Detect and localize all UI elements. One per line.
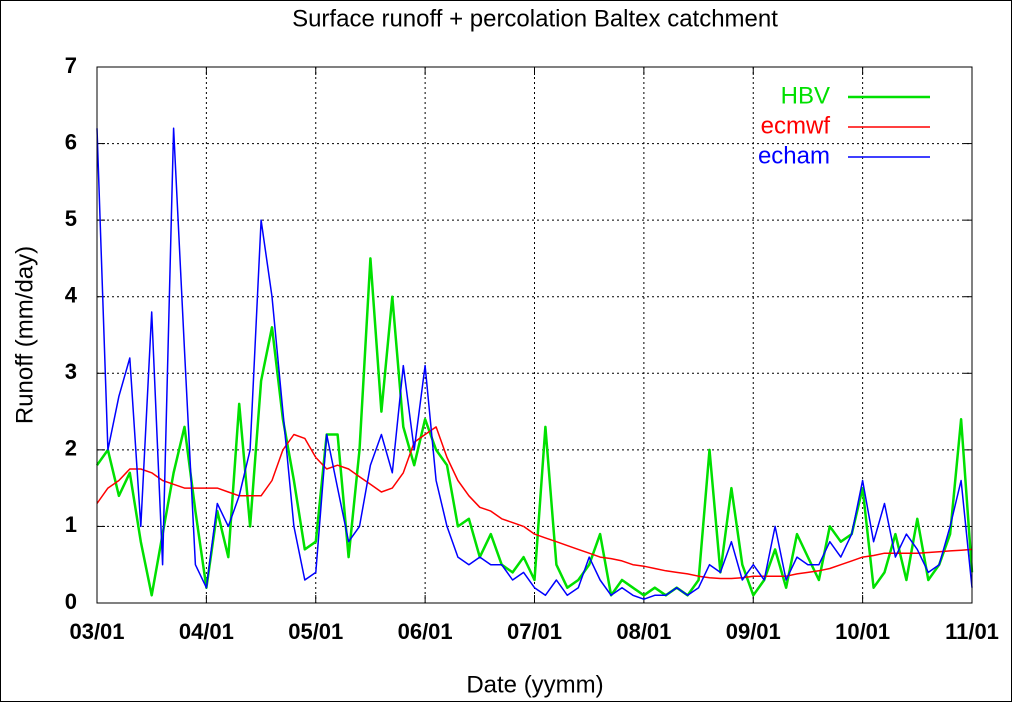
- y-tick-label: 7: [65, 53, 77, 78]
- data-line: [96, 127, 973, 600]
- x-tick-label: 10/01: [835, 619, 890, 644]
- x-tick-label: 06/01: [398, 619, 453, 644]
- legend-label: echam: [758, 142, 830, 169]
- y-tick-label: 0: [65, 589, 77, 614]
- x-tick-label: 03/01: [69, 619, 124, 644]
- x-tick-label: 05/01: [288, 619, 343, 644]
- x-tick-label: 07/01: [507, 619, 562, 644]
- x-tick-label: 04/01: [179, 619, 234, 644]
- plot-border: [96, 66, 973, 604]
- y-tick-label: 4: [65, 283, 78, 308]
- y-tick-label: 3: [65, 359, 77, 384]
- data-line: [96, 426, 973, 580]
- y-tick-label: 6: [65, 129, 77, 154]
- y-tick-label: 2: [65, 436, 77, 461]
- x-tick-label: 09/01: [726, 619, 781, 644]
- legend-label: HBV: [781, 82, 830, 109]
- x-tick-label: 08/01: [616, 619, 671, 644]
- y-axis-label: Runoff (mm/day): [11, 246, 38, 424]
- data-line: [95, 257, 974, 597]
- chart-title: Surface runoff + percolation Baltex catc…: [292, 5, 778, 32]
- x-tick-label: 11/01: [945, 619, 999, 644]
- y-tick-label: 5: [65, 206, 77, 231]
- y-tick-label: 1: [65, 512, 77, 537]
- legend-label: ecmwf: [761, 112, 831, 139]
- x-axis-label: Date (yymm): [466, 671, 603, 698]
